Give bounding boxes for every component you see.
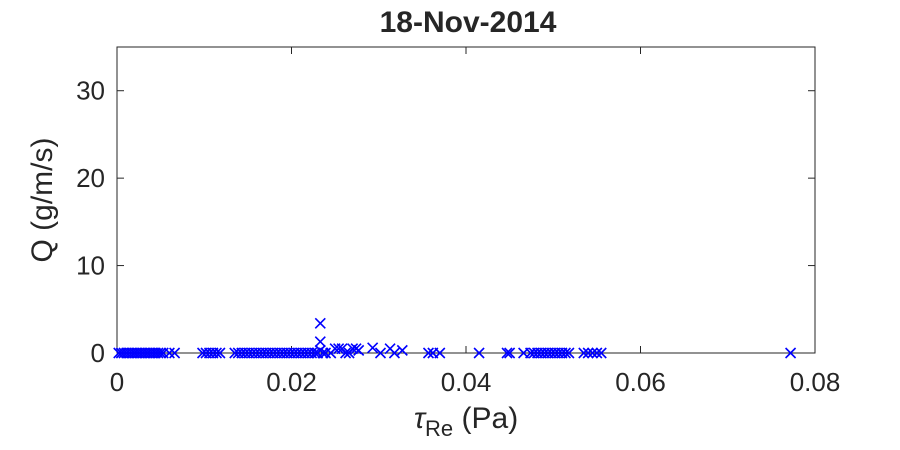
data-point — [152, 347, 164, 359]
x-axis-unit: (Pa) — [453, 402, 518, 435]
data-point — [578, 347, 590, 359]
x-tick-label: 0.02 — [266, 367, 317, 397]
data-point — [163, 347, 175, 359]
y-axis-ticks: 0 10 20 30 — [76, 76, 815, 368]
data-point — [128, 347, 141, 359]
data-point — [353, 344, 365, 356]
data-point — [149, 347, 161, 359]
x-tick-label: 0.04 — [441, 367, 492, 397]
data-point — [396, 344, 408, 356]
x-tick-label: 0.08 — [790, 367, 841, 397]
y-tick-label: 30 — [76, 76, 105, 106]
data-point — [388, 347, 401, 359]
data-point — [473, 347, 485, 359]
data-markers — [113, 317, 797, 359]
data-point — [501, 347, 513, 359]
x-tick-label: 0.06 — [615, 367, 666, 397]
x-axis-label: τRe (Pa) — [414, 402, 518, 441]
data-point — [347, 343, 359, 355]
data-point — [169, 347, 181, 359]
x-axis-symbol: τ — [414, 402, 427, 435]
data-point — [317, 347, 329, 359]
data-point — [214, 347, 226, 359]
data-point — [319, 347, 332, 359]
data-point — [118, 347, 130, 359]
data-point — [422, 347, 435, 359]
data-point — [367, 342, 379, 354]
data-point — [121, 347, 133, 359]
data-point — [126, 347, 138, 359]
data-point — [559, 347, 572, 359]
data-point — [504, 347, 516, 359]
y-tick-label: 0 — [91, 338, 105, 368]
data-point — [131, 347, 143, 359]
data-point — [314, 317, 326, 329]
data-point — [314, 336, 326, 348]
data-point — [563, 347, 575, 359]
data-point — [139, 347, 151, 359]
data-point — [115, 347, 127, 359]
data-point — [582, 347, 594, 359]
data-point — [123, 347, 135, 359]
data-point — [134, 347, 146, 359]
y-tick-label: 10 — [76, 251, 105, 281]
chart-title: 18-Nov-2014 — [380, 6, 557, 39]
y-axis-label: Q (g/m/s) — [26, 138, 59, 263]
data-point — [155, 347, 167, 359]
data-point — [147, 347, 159, 359]
data-point — [113, 347, 125, 359]
data-point — [136, 347, 148, 359]
data-point — [309, 347, 321, 359]
data-point — [144, 347, 156, 359]
data-point — [210, 347, 223, 359]
y-tick-label: 20 — [76, 163, 105, 193]
data-point — [595, 347, 607, 359]
data-point — [785, 347, 797, 359]
plot-box — [116, 46, 816, 354]
data-point — [434, 347, 446, 359]
data-point — [340, 347, 352, 359]
data-point — [591, 347, 603, 359]
x-axis-ticks: 0 0.02 0.04 0.06 0.08 — [110, 47, 841, 397]
data-point — [333, 343, 345, 355]
data-point — [141, 347, 154, 359]
data-point — [586, 347, 599, 359]
data-point — [374, 347, 387, 359]
x-tick-label: 0 — [110, 367, 124, 397]
x-axis-subscript: Re — [425, 416, 453, 441]
